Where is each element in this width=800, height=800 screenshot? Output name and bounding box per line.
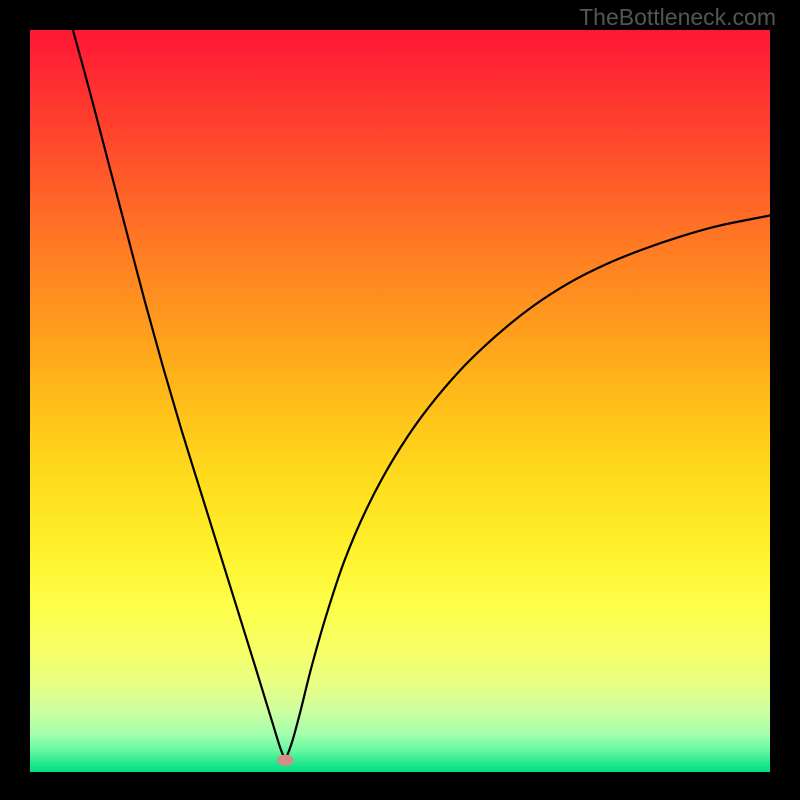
gradient-background — [30, 30, 770, 772]
plot-svg — [30, 30, 770, 772]
plot-frame — [30, 30, 770, 772]
watermark-text: TheBottleneck.com — [579, 4, 776, 31]
optimum-marker — [277, 755, 293, 766]
